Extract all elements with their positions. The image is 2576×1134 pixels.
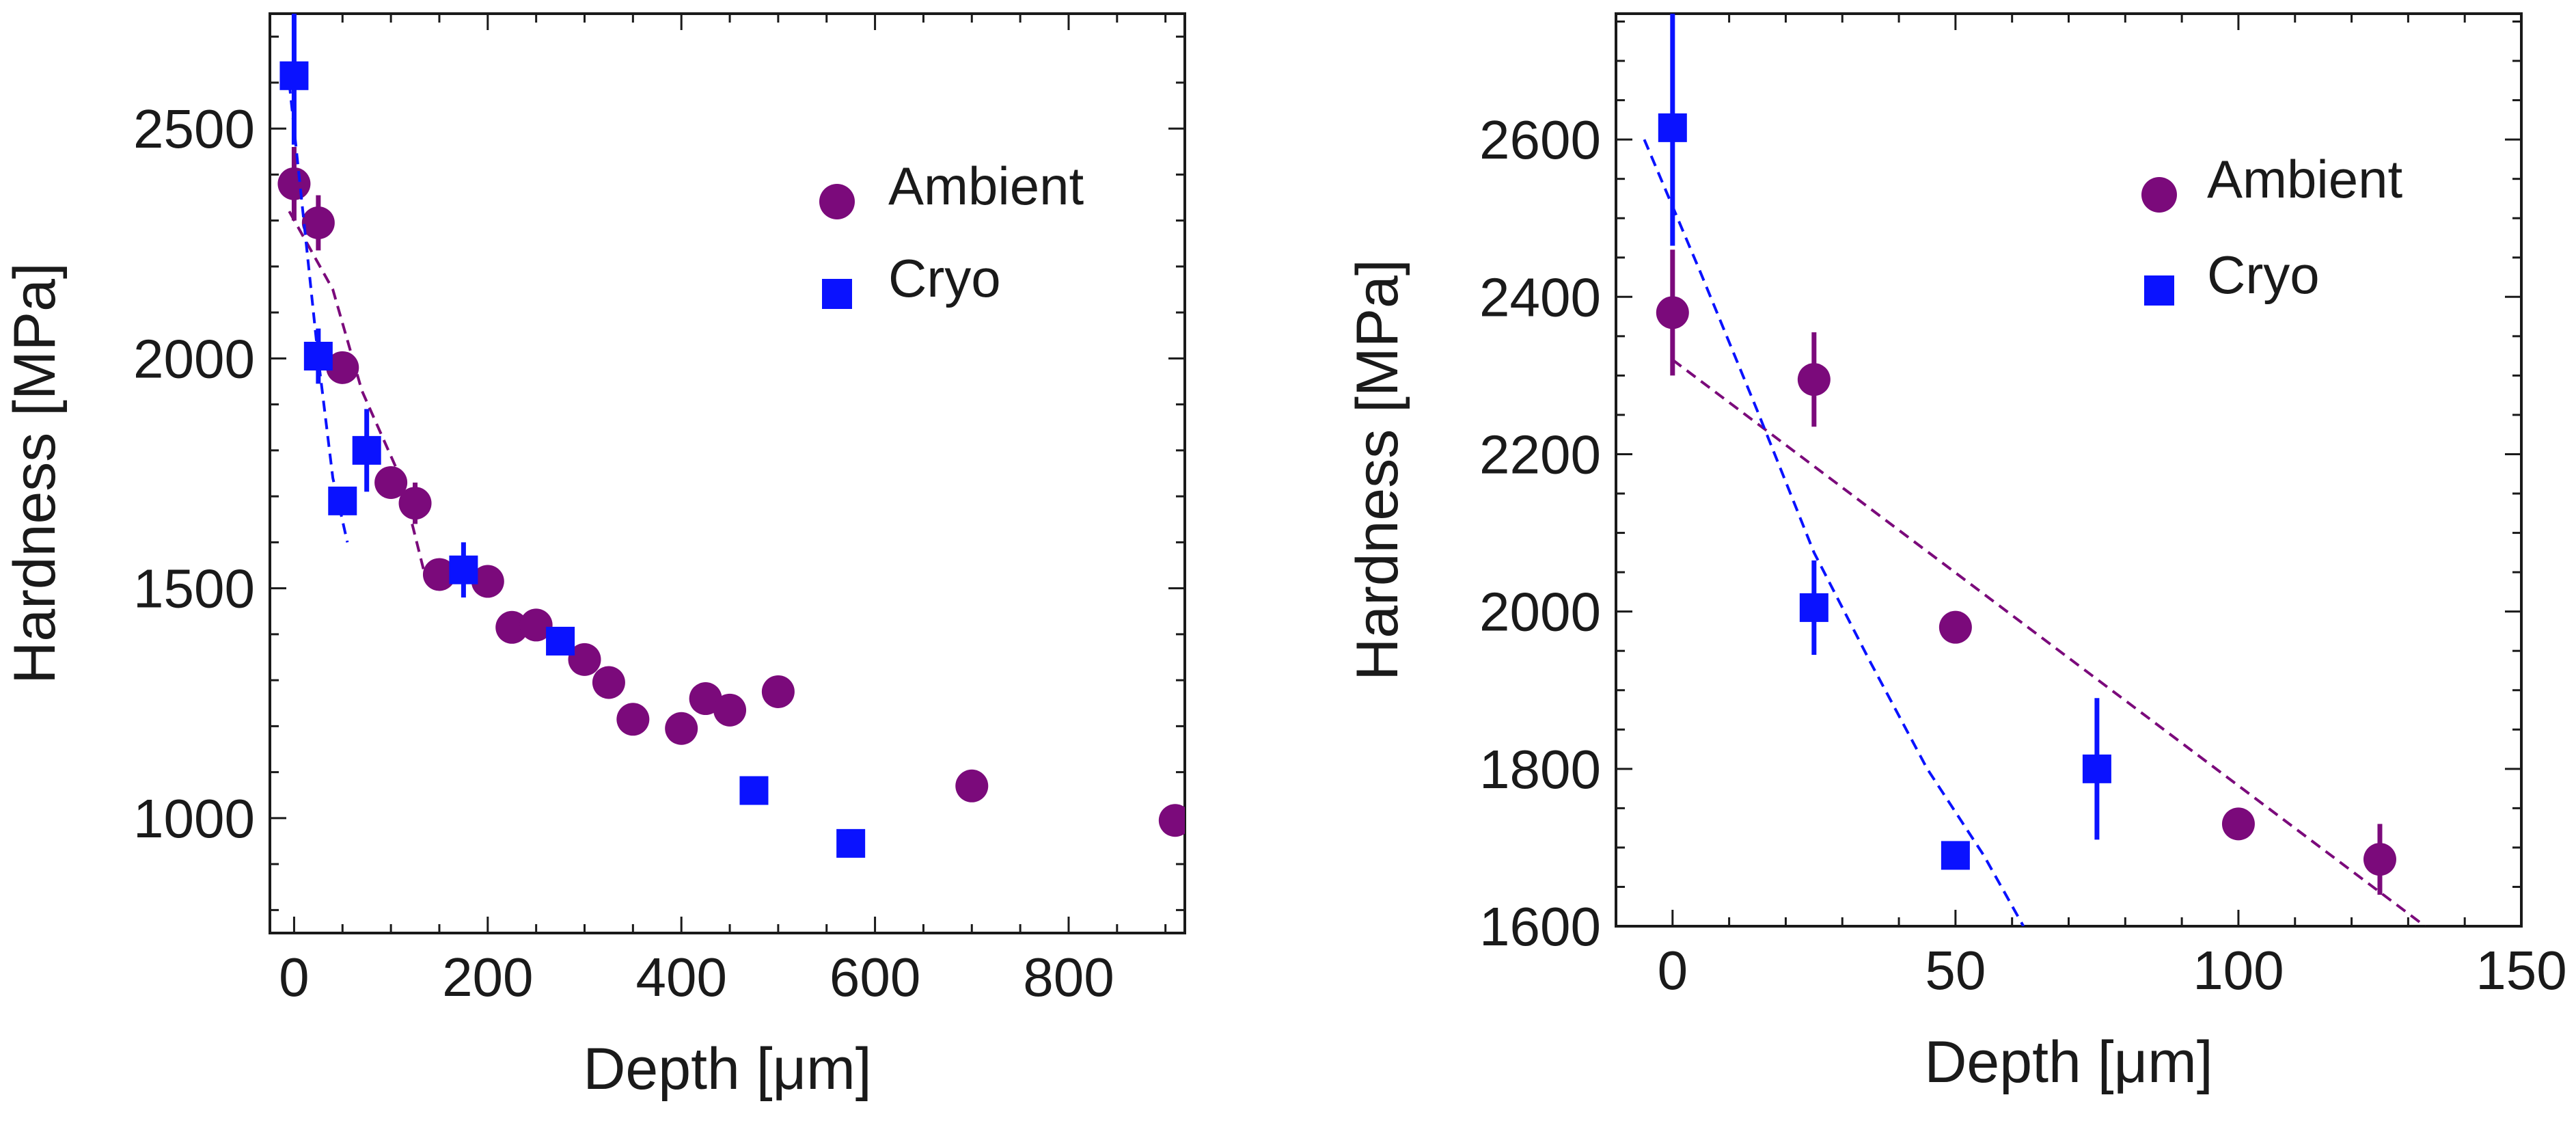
ambient-fit-line <box>288 211 459 585</box>
x-tick-label: 200 <box>442 947 533 1008</box>
y-axis-label: Hardness [MPa] <box>1345 259 1410 681</box>
plot-area <box>1643 14 2426 926</box>
x-tick-label: 800 <box>1023 947 1114 1008</box>
cryo-point <box>328 486 357 515</box>
y-tick-label: 2000 <box>133 328 255 389</box>
ambient-point <box>1938 610 1972 644</box>
cryo-point <box>279 61 309 90</box>
ambient-point <box>471 565 504 598</box>
cryo-point <box>836 828 866 858</box>
ambient-point <box>592 666 625 699</box>
x-axis-label: Depth [μm] <box>583 1036 871 1102</box>
ambient-point <box>616 703 650 736</box>
y-tick-label: 1800 <box>1479 739 1601 800</box>
y-tick-label: 2200 <box>1479 424 1601 485</box>
cryo-point <box>449 555 478 584</box>
ambient-point <box>665 712 698 745</box>
ambient-point <box>2221 807 2255 841</box>
ambient-point <box>761 675 795 708</box>
cryo-fit-line <box>1643 139 2025 926</box>
cryo-point <box>546 626 575 656</box>
ambient-point <box>1158 804 1185 837</box>
plot-frame <box>269 12 1186 934</box>
y-tick-label: 2600 <box>1479 109 1601 170</box>
ambient-point <box>277 167 311 200</box>
cryo-point <box>1941 841 1970 870</box>
cryo-point <box>1799 593 1828 622</box>
cryo-point <box>303 342 333 371</box>
ambient-point <box>713 693 747 727</box>
x-tick-label: 400 <box>635 947 726 1008</box>
cryo-point <box>1658 113 1687 142</box>
legend-cryo-marker <box>2144 275 2174 306</box>
legend-ambient-label: Ambient <box>2207 149 2402 209</box>
ambient-point <box>568 643 601 676</box>
ambient-point <box>422 558 456 591</box>
chart-right: 0 50 100 150 1600 1800 2000 2200 2400 2600 Depth [… <box>1345 12 2567 1095</box>
ambient-point <box>398 487 432 520</box>
x-tick-label: 100 <box>2193 940 2284 1001</box>
ambient-point <box>374 465 408 499</box>
ambient-point <box>1797 363 1831 396</box>
y-tick-label: 1000 <box>133 788 255 849</box>
y-tick-label: 2000 <box>1479 582 1601 643</box>
x-tick-label: 50 <box>1925 940 1986 1001</box>
ambient-fit-line <box>1671 358 2426 926</box>
x-tick-label: 150 <box>2476 940 2566 1001</box>
ambient-point <box>519 608 553 642</box>
ambient-point <box>955 769 989 802</box>
y-tick-label: 2500 <box>133 98 255 159</box>
x-axis-label: Depth [μm] <box>1924 1029 2212 1095</box>
legend-cryo-label: Cryo <box>2207 245 2320 305</box>
ambient-point <box>1656 296 1689 329</box>
x-tick-label: 0 <box>279 947 310 1008</box>
legend-cryo-marker <box>822 279 852 309</box>
legend-ambient-label: Ambient <box>888 156 1084 216</box>
x-tick-label: 600 <box>830 947 920 1008</box>
chart-left: 0 200 400 600 800 1000 1500 2000 2500 Depth [μm] H… <box>2 12 1186 1102</box>
cryo-point <box>352 435 381 465</box>
cryo-point <box>739 776 769 805</box>
ambient-point <box>326 351 359 384</box>
y-axis-label: Hardness [MPa] <box>2 262 68 684</box>
legend-ambient-marker <box>2141 177 2177 213</box>
cryo-point <box>2082 754 2111 783</box>
ambient-point <box>495 610 529 644</box>
ambient-point <box>2363 843 2396 876</box>
legend-ambient-marker <box>819 184 855 219</box>
legend-cryo-label: Cryo <box>888 248 1001 308</box>
plot-area <box>277 14 1185 858</box>
y-tick-label: 2400 <box>1479 267 1601 327</box>
ambient-point <box>301 206 335 239</box>
y-tick-label: 1500 <box>133 558 255 619</box>
x-tick-label: 0 <box>1658 940 1688 1001</box>
y-tick-label: 1600 <box>1479 896 1601 957</box>
